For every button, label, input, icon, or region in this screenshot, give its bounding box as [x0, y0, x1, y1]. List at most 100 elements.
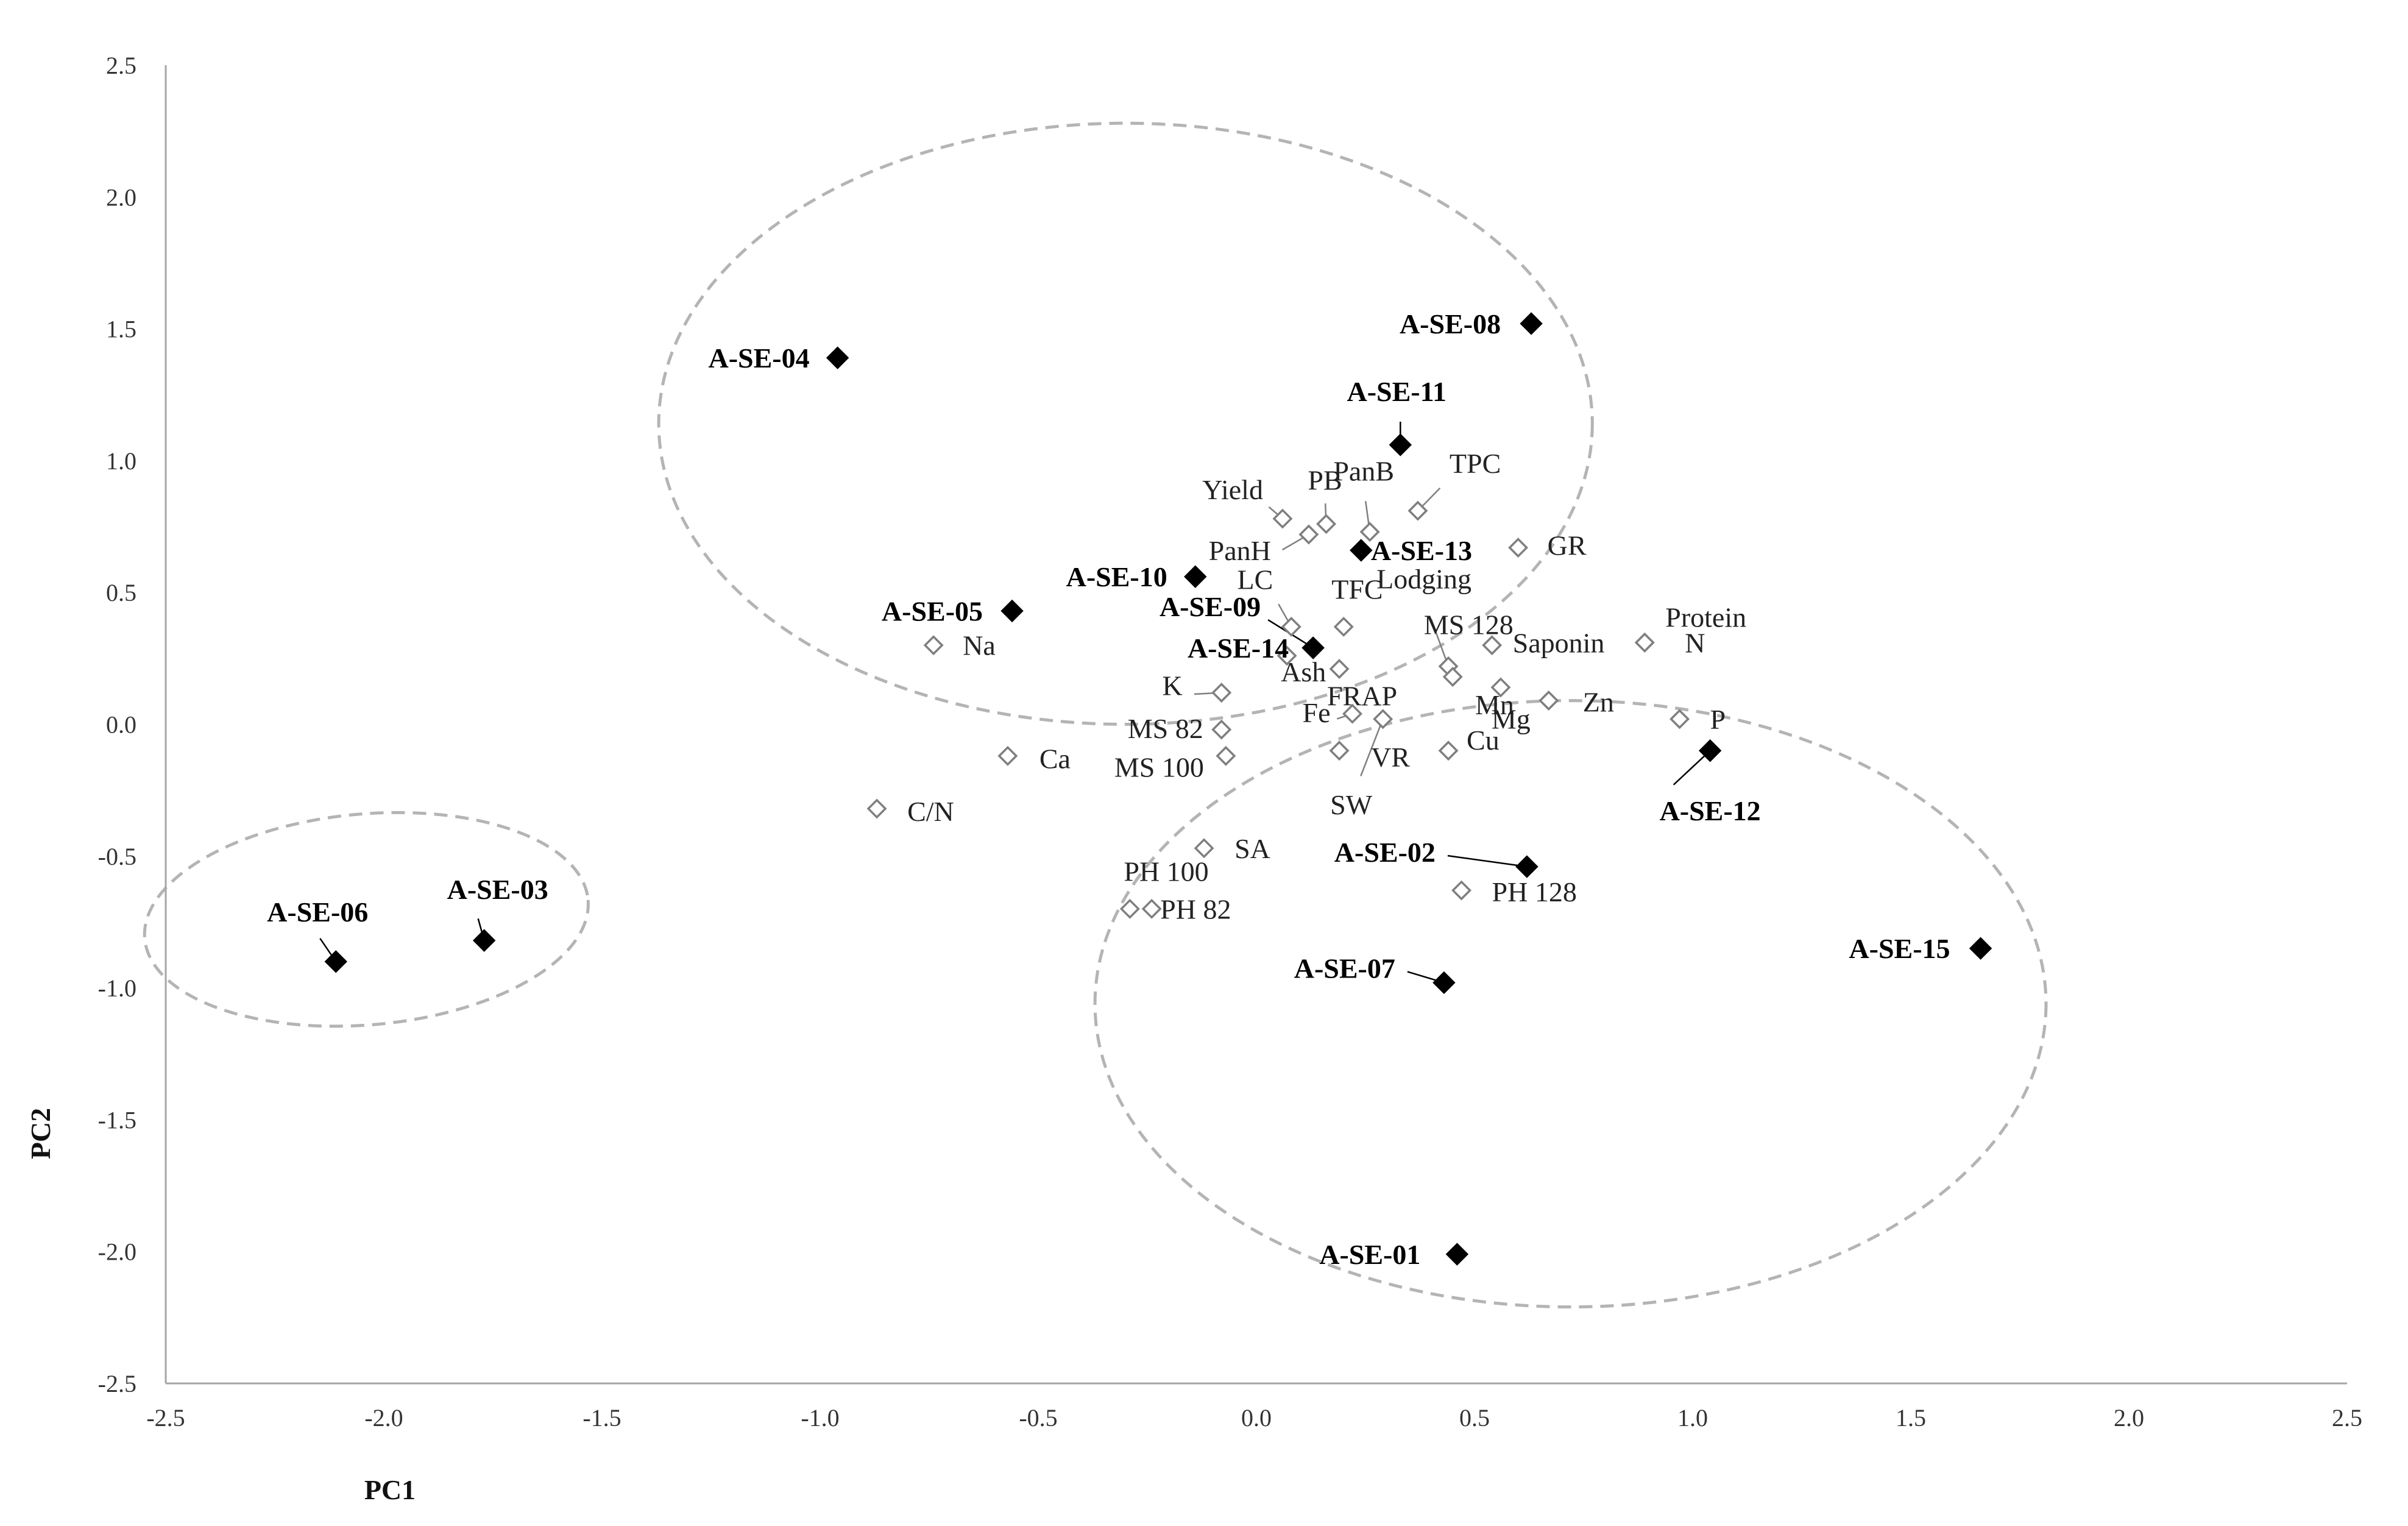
- cluster-ellipses: [143, 121, 2048, 1309]
- observation-label: A-SE-08: [1400, 308, 1501, 339]
- variable-point: [1508, 538, 1529, 558]
- variable-label: P: [1710, 704, 1726, 735]
- x-tick-label: -0.5: [1019, 1404, 1057, 1432]
- observation-point: [826, 346, 849, 369]
- variable-point: [1373, 709, 1393, 729]
- observation-leader-line: [1447, 854, 1528, 868]
- observation-label: A-SE-12: [1660, 795, 1761, 826]
- variable-point: [1211, 719, 1232, 740]
- variable-point: [1634, 632, 1655, 653]
- observation-point: [1432, 971, 1456, 995]
- cluster-ellipse: [143, 811, 590, 1028]
- observation-label: A-SE-09: [1160, 591, 1261, 622]
- variable-label: VR: [1371, 742, 1410, 773]
- variable-point: [1298, 524, 1319, 545]
- variable-label: Zn: [1583, 687, 1614, 718]
- x-tick-label: 2.5: [2332, 1404, 2362, 1432]
- variable-label: PanH: [1209, 535, 1271, 566]
- observation-label: A-SE-01: [1319, 1239, 1420, 1270]
- x-tick-label: 1.0: [1677, 1404, 1708, 1432]
- observation-label: A-SE-04: [709, 342, 810, 374]
- variable-label: Na: [963, 630, 996, 661]
- variable-point: [923, 635, 944, 656]
- variable-point: [1119, 898, 1140, 919]
- observation-point: [1350, 539, 1373, 562]
- x-tick-label: -1.0: [801, 1404, 839, 1432]
- x-tick-label: 1.5: [1896, 1404, 1926, 1432]
- variable-label: Saponin: [1513, 628, 1605, 659]
- variable-point: [1329, 740, 1350, 761]
- variable-point: [1442, 667, 1463, 687]
- variable-label: PB: [1308, 465, 1342, 496]
- y-tick-label: 2.5: [106, 52, 136, 79]
- observation-point: [1301, 636, 1325, 659]
- observation-label: A-SE-15: [1849, 933, 1950, 964]
- variable-point: [1329, 659, 1350, 680]
- variable-label: TPC: [1450, 448, 1501, 479]
- observation-point: [1515, 855, 1539, 878]
- variable-label: Yield: [1202, 474, 1263, 505]
- variable-point: [1272, 508, 1293, 529]
- variable-label: SA: [1234, 833, 1270, 864]
- variable-label: TFC: [1331, 573, 1383, 605]
- variable-point: [997, 745, 1018, 766]
- tick-labels: -2.5 -2.0 -1.5 -1.0 -0.5 0.0 0.5 1.0 1.5 2.0 2.5 2.…: [98, 52, 2362, 1432]
- variable-point: [1342, 703, 1362, 724]
- observation-label: A-SE-07: [1294, 953, 1395, 984]
- observation-point: [1184, 565, 1207, 588]
- observation-point: [1000, 599, 1024, 623]
- observation-label: A-SE-06: [267, 896, 368, 928]
- variable-label: Lodging: [1376, 563, 1471, 594]
- cluster-ellipse: [657, 121, 1594, 726]
- variable-label: PanB: [1333, 456, 1394, 487]
- x-axis-title: PC1: [364, 1474, 416, 1505]
- y-tick-label: 0.5: [106, 579, 136, 606]
- observation-label: A-SE-11: [1347, 376, 1447, 407]
- x-tick-label: 2.0: [2114, 1404, 2144, 1432]
- axes: [165, 65, 2347, 1385]
- observation-label: A-SE-03: [447, 874, 548, 905]
- variable-label: PH 82: [1160, 893, 1231, 924]
- observation-label: A-SE-10: [1066, 561, 1167, 592]
- variable-label: Mg: [1492, 704, 1531, 735]
- variable-point: [1539, 690, 1559, 711]
- variable-label: GR: [1548, 530, 1587, 561]
- y-axis-title: PC2: [25, 1108, 56, 1159]
- variable-leader-line: [1430, 619, 1450, 667]
- y-tick-label: -1.0: [98, 974, 136, 1002]
- y-tick-label: -2.5: [98, 1370, 136, 1397]
- observation-point: [1389, 433, 1412, 456]
- variable-label: PH 128: [1492, 876, 1577, 907]
- observation-label: A-SE-14: [1188, 633, 1289, 664]
- y-tick-label: -2.0: [98, 1238, 136, 1266]
- y-tick-label: -0.5: [98, 843, 136, 870]
- variable-point: [1211, 683, 1232, 703]
- variable-label: Ash: [1281, 656, 1326, 687]
- variable-point: [1141, 898, 1162, 919]
- variable-label: K: [1162, 670, 1182, 701]
- observation-point: [1445, 1243, 1469, 1266]
- variable-point: [1194, 838, 1214, 859]
- x-tick-label: 0.0: [1241, 1404, 1272, 1432]
- observation-label: A-SE-05: [882, 595, 983, 626]
- observation-point: [324, 950, 347, 973]
- variable-point: [1670, 709, 1690, 729]
- variable-point: [1408, 500, 1428, 521]
- variable-label: SW: [1330, 789, 1373, 820]
- x-tick-label: 0.5: [1459, 1404, 1490, 1432]
- variable-point: [1451, 880, 1471, 901]
- variable-label: Mn: [1475, 689, 1514, 720]
- y-tick-label: 1.5: [106, 316, 136, 343]
- y-tick-label: -1.5: [98, 1106, 136, 1134]
- x-tick-label: -1.5: [583, 1404, 621, 1432]
- variable-point: [1438, 740, 1459, 761]
- variable-point: [866, 798, 887, 819]
- variable-label: LC: [1237, 564, 1273, 595]
- variable-leader-line: [1360, 719, 1384, 776]
- variable-point: [1482, 635, 1503, 656]
- variable-point: [1490, 677, 1511, 698]
- variable-point: [1277, 645, 1297, 666]
- variable-label: Ca: [1039, 743, 1071, 774]
